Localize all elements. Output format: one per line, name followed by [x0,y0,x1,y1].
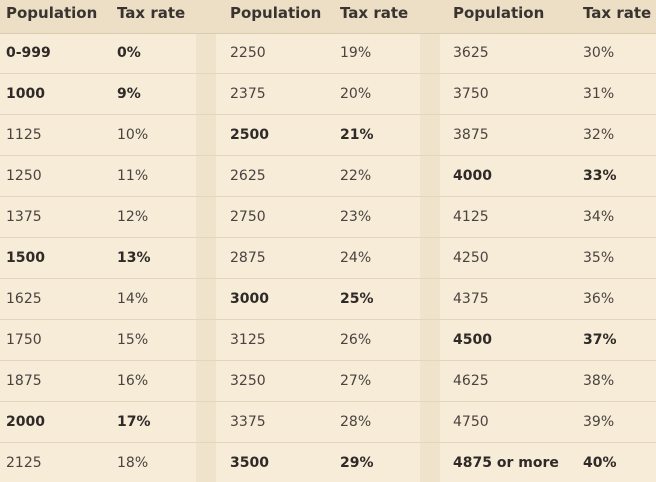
header-tax-rate: Tax rate [340,4,409,22]
tax-rate-cell: 24% [340,250,372,266]
tax-rate-cell: 19% [340,45,372,61]
population-cell: 1000 [6,86,45,102]
tax-rate-cell: 26% [340,332,372,348]
table-row: 1000 9% 2375 20% 3750 31% [0,74,656,115]
tax-rate-cell: 15% [117,332,149,348]
tax-rate-cell: 17% [117,414,151,430]
tax-rate-cell: 22% [340,168,372,184]
population-cell: 3125 [230,332,266,348]
tax-rate-cell: 9% [117,86,141,102]
table-row: 0-999 0% 2250 19% 3625 30% [0,33,656,74]
population-cell: 1375 [6,209,42,225]
table-row: 1625 14% 3000 25% 4375 36% [0,279,656,320]
population-cell: 2750 [230,209,266,225]
table-row: 1375 12% 2750 23% 4125 34% [0,197,656,238]
header-population: Population [453,4,545,22]
tax-rate-cell: 32% [583,127,615,143]
population-cell: 3375 [230,414,266,430]
table-row: 2125 18% 3500 29% 4875 or more 40% [0,443,656,482]
tax-rate-cell: 34% [583,209,615,225]
tax-rate-cell: 11% [117,168,149,184]
tax-rate-cell: 0% [117,45,141,61]
population-cell: 2000 [6,414,45,430]
tax-rate-cell: 37% [583,332,617,348]
population-cell: 3750 [453,86,489,102]
population-cell: 4750 [453,414,489,430]
column-gutter [420,0,440,482]
table-row: 1250 11% 2625 22% 4000 33% [0,156,656,197]
tax-rate-cell: 40% [583,455,617,471]
population-cell: 2875 [230,250,266,266]
tax-rate-cell: 38% [583,373,615,389]
population-cell: 1500 [6,250,45,266]
population-cell: 4875 or more [453,455,559,471]
tax-rate-cell: 36% [583,291,615,307]
tax-rate-cell: 13% [117,250,151,266]
population-cell: 1250 [6,168,42,184]
tax-rate-cell: 18% [117,455,149,471]
population-cell: 0-999 [6,45,51,61]
population-cell: 2500 [230,127,269,143]
tax-rate-cell: 30% [583,45,615,61]
table-header: Population Tax rate Population Tax rate … [0,0,656,34]
header-tax-rate: Tax rate [117,4,186,22]
table-row: 1125 10% 2500 21% 3875 32% [0,115,656,156]
population-cell: 2250 [230,45,266,61]
population-cell: 3250 [230,373,266,389]
tax-rate-cell: 35% [583,250,615,266]
table-row: 1750 15% 3125 26% 4500 37% [0,320,656,361]
population-cell: 3000 [230,291,269,307]
table-row: 1875 16% 3250 27% 4625 38% [0,361,656,402]
population-cell: 4375 [453,291,489,307]
population-cell: 3875 [453,127,489,143]
tax-rate-cell: 28% [340,414,372,430]
header-population: Population [230,4,322,22]
tax-rate-cell: 39% [583,414,615,430]
tax-rate-cell: 21% [340,127,374,143]
column-gutter [196,0,216,482]
header-tax-rate: Tax rate [583,4,652,22]
population-cell: 3625 [453,45,489,61]
population-cell: 2375 [230,86,266,102]
tax-rate-cell: 23% [340,209,372,225]
table-row: 2000 17% 3375 28% 4750 39% [0,402,656,443]
table-row: 1500 13% 2875 24% 4250 35% [0,238,656,279]
tax-rate-cell: 33% [583,168,617,184]
population-cell: 3500 [230,455,269,471]
population-cell: 2125 [6,455,42,471]
population-cell: 1625 [6,291,42,307]
population-cell: 4500 [453,332,492,348]
population-cell: 4000 [453,168,492,184]
population-cell: 4625 [453,373,489,389]
population-cell: 1750 [6,332,42,348]
tax-rate-cell: 29% [340,455,374,471]
tax-rate-cell: 12% [117,209,149,225]
tax-rate-cell: 27% [340,373,372,389]
population-cell: 1125 [6,127,42,143]
population-cell: 4250 [453,250,489,266]
population-cell: 4125 [453,209,489,225]
tax-rate-cell: 20% [340,86,372,102]
header-population: Population [6,4,98,22]
tax-rate-cell: 10% [117,127,149,143]
tax-rate-cell: 16% [117,373,149,389]
tax-rate-cell: 25% [340,291,374,307]
population-cell: 2625 [230,168,266,184]
tax-rate-cell: 14% [117,291,149,307]
tax-rate-cell: 31% [583,86,615,102]
population-cell: 1875 [6,373,42,389]
